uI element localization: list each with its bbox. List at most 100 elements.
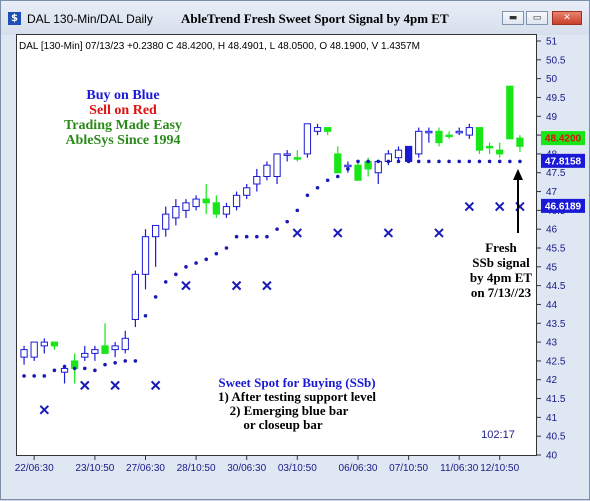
ohlc-info-line: DAL [130-Min] 07/13/23 +0.2380 C 48.4200… bbox=[19, 41, 420, 52]
candle-body bbox=[465, 127, 473, 136]
legend-trading-made-easy: Trading Made Easy bbox=[64, 118, 182, 133]
candle-body bbox=[151, 224, 160, 238]
support-dot bbox=[406, 159, 411, 164]
candle-body bbox=[425, 130, 433, 134]
candle-body bbox=[40, 341, 48, 347]
y-tick-label: 51 bbox=[546, 37, 558, 48]
close-button[interactable]: ✕ bbox=[552, 11, 582, 25]
y-tick-label: 46 bbox=[546, 225, 558, 236]
y-tick-label: 44 bbox=[546, 300, 558, 311]
x-tick-label: 03/10:50 bbox=[278, 463, 317, 474]
y-tick-label: 49.5 bbox=[546, 93, 566, 104]
candle-body bbox=[273, 153, 281, 177]
stop-x-mark bbox=[292, 228, 303, 238]
candle-body bbox=[121, 337, 129, 351]
support-dot bbox=[285, 219, 289, 224]
support-dot bbox=[447, 159, 451, 164]
annotation-line-1: Fresh bbox=[485, 240, 517, 255]
candle-body bbox=[182, 202, 190, 211]
price-tag bbox=[541, 131, 585, 146]
candle-body bbox=[172, 206, 180, 219]
candle-body bbox=[141, 236, 150, 275]
support-dot bbox=[22, 374, 26, 378]
candle-body bbox=[91, 349, 99, 354]
support-dot bbox=[275, 227, 279, 231]
candle-body bbox=[334, 153, 342, 174]
y-tick-label: 40.5 bbox=[546, 432, 566, 443]
sweet-spot-heading: Sweet Spot for Buying (SSb) bbox=[218, 375, 375, 390]
support-dot bbox=[224, 246, 229, 250]
support-dot bbox=[437, 159, 441, 164]
time-remaining-label: 102:17 bbox=[481, 429, 515, 441]
y-tick-label: 40 bbox=[546, 451, 558, 462]
candle-body bbox=[283, 153, 291, 156]
candle-body bbox=[445, 134, 453, 138]
candle-body bbox=[324, 127, 332, 132]
support-dot bbox=[346, 167, 350, 171]
y-tick-label: 42.5 bbox=[546, 356, 566, 367]
support-dot bbox=[234, 234, 239, 239]
stop-x-mark bbox=[333, 228, 343, 238]
support-dot bbox=[255, 234, 259, 239]
candle-body bbox=[354, 164, 362, 181]
candle-body bbox=[455, 130, 463, 134]
stop-x-mark bbox=[262, 280, 272, 291]
candle-body bbox=[50, 341, 59, 347]
title-bar: $ DAL 130-Min/DAL Daily AbleTrend Fresh … bbox=[1, 1, 589, 35]
maximize-button[interactable]: ▭ bbox=[526, 11, 548, 25]
support-dot bbox=[32, 374, 36, 378]
x-tick-label: 23/10:50 bbox=[75, 463, 114, 474]
candle-body bbox=[516, 137, 524, 147]
support-dot bbox=[163, 280, 168, 284]
candle-body bbox=[222, 206, 231, 215]
stop-x-mark bbox=[231, 280, 242, 291]
support-dot bbox=[386, 159, 391, 164]
stop-x-mark bbox=[181, 280, 191, 291]
stop-x-mark bbox=[434, 228, 444, 238]
x-tick-label: 27/06:30 bbox=[126, 463, 165, 474]
sweet-spot-step-1: 1) After testing support level bbox=[218, 389, 376, 404]
minimize-button[interactable]: ▬ bbox=[502, 11, 524, 25]
candle-body bbox=[111, 345, 119, 351]
support-dot bbox=[72, 366, 77, 371]
support-dot bbox=[265, 234, 269, 239]
price-tag bbox=[541, 153, 585, 168]
stop-x-mark bbox=[80, 380, 90, 391]
x-tick-label: 22/06:30 bbox=[15, 463, 54, 474]
candle-body bbox=[404, 145, 413, 162]
candle-body bbox=[162, 213, 170, 230]
support-dot bbox=[82, 366, 87, 371]
support-dot bbox=[508, 159, 512, 164]
stop-x-mark bbox=[39, 405, 50, 415]
candle-body bbox=[20, 349, 28, 358]
chart-title: AbleTrend Fresh Sweet Sport Signal by 4p… bbox=[181, 11, 449, 26]
y-tick-label: 49 bbox=[546, 112, 558, 123]
candle-body bbox=[263, 164, 271, 177]
support-dot bbox=[214, 251, 219, 256]
support-dot bbox=[305, 193, 310, 198]
candle-body bbox=[394, 149, 403, 159]
support-dot bbox=[184, 265, 188, 269]
price-tag-label: 47.8158 bbox=[545, 156, 582, 167]
candle-body bbox=[243, 187, 251, 196]
stop-x-mark bbox=[383, 228, 394, 238]
support-dot bbox=[325, 178, 330, 183]
annotation-arrowhead bbox=[513, 169, 523, 180]
candle-body bbox=[344, 164, 352, 168]
support-dot bbox=[62, 364, 67, 369]
plot-area[interactable] bbox=[16, 34, 537, 456]
stop-x-mark bbox=[110, 380, 120, 391]
candle-body bbox=[192, 198, 200, 208]
y-tick-label: 41.5 bbox=[546, 394, 566, 405]
candle-body bbox=[212, 202, 220, 215]
legend-sell-on-red: Sell on Red bbox=[89, 103, 157, 118]
x-tick-label: 11/06:30 bbox=[440, 463, 479, 474]
support-dot bbox=[518, 159, 522, 164]
y-tick-label: 50.5 bbox=[546, 55, 566, 66]
support-dot bbox=[376, 159, 381, 164]
support-dot bbox=[52, 368, 57, 373]
candle-body bbox=[293, 157, 301, 160]
price-tag-label: 46.6189 bbox=[545, 201, 582, 212]
y-tick-label: 43 bbox=[546, 338, 558, 349]
